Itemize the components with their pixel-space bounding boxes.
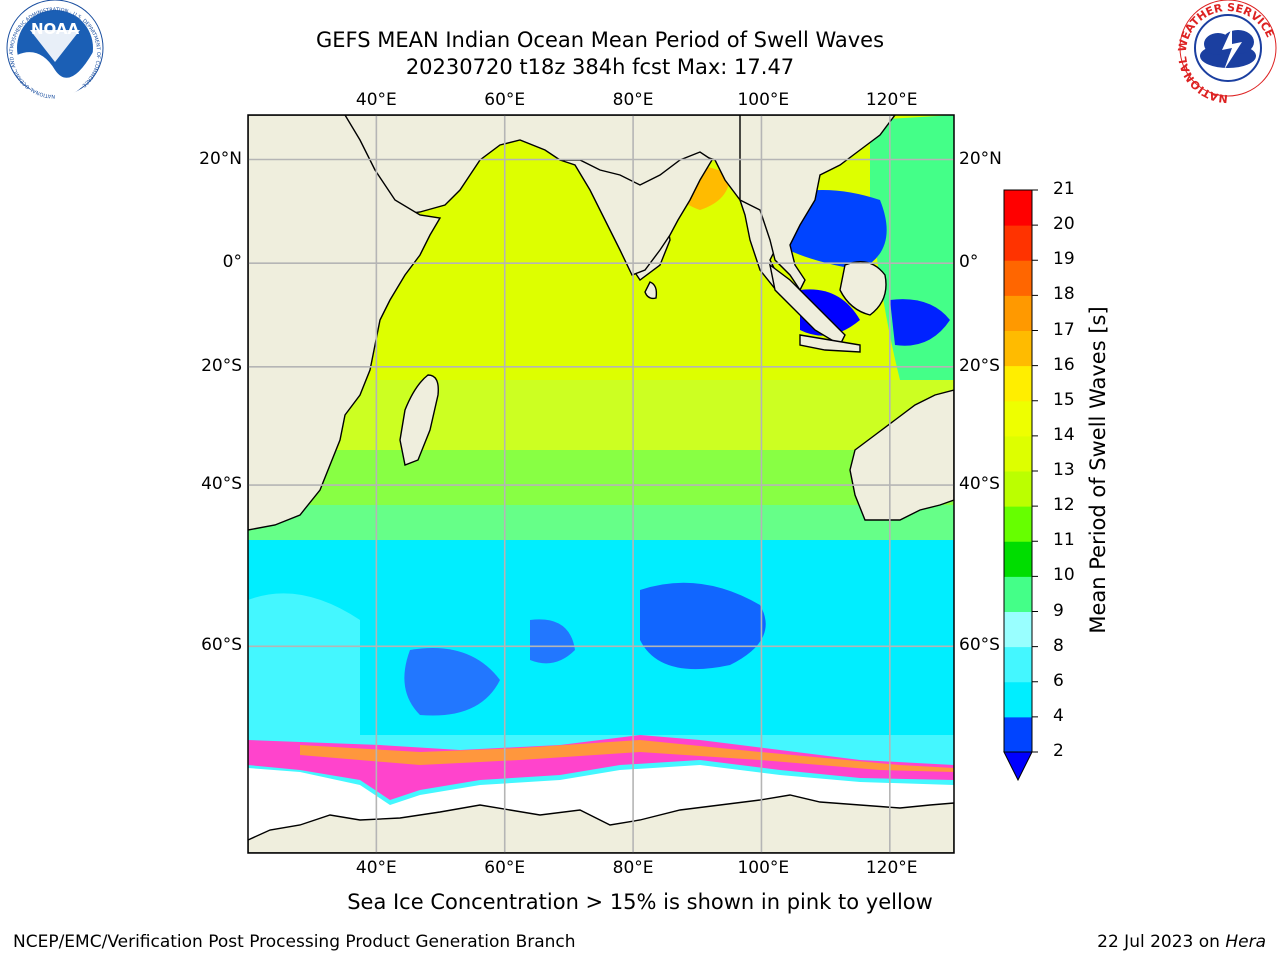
lon-tick-label-bottom: 120°E: [865, 858, 918, 878]
colorbar-tick-label: 17: [1053, 319, 1075, 340]
colorbar-segment: [1004, 506, 1032, 542]
lon-tick-label-top: 60°E: [484, 90, 526, 110]
colorbar-tick-label: 18: [1053, 284, 1075, 305]
lon-tick-label-bottom: 60°E: [484, 858, 526, 878]
colorbar-segment: [1004, 400, 1032, 437]
lat-tick-label-left: 20°S: [201, 355, 242, 376]
lon-tick-label-top: 40°E: [355, 90, 397, 110]
colorbar-segment: [1004, 681, 1032, 718]
field-band-subtropics: [248, 380, 954, 460]
footer-credit: NCEP/EMC/Verification Post Processing Pr…: [13, 932, 576, 952]
colorbar-tick-label: 2: [1053, 741, 1064, 761]
colorbar-segment: [1004, 716, 1032, 753]
colorbar-segment: [1004, 225, 1032, 261]
lat-tick-label-left: 40°S: [201, 474, 242, 495]
colorbar-segment: [1004, 365, 1032, 402]
colorbar-segment: [1004, 611, 1032, 648]
field-patch-sw: [248, 593, 360, 740]
lon-tick-label-bottom: 80°E: [612, 858, 654, 878]
colorbar-tick-label: 12: [1053, 495, 1075, 516]
field-patch-banda: [890, 299, 950, 346]
colorbar-tick-label: 16: [1053, 354, 1075, 375]
lat-tick-label-right: 60°S: [959, 635, 1000, 656]
colorbar-segment: [1004, 190, 1032, 226]
colorbar-tick-label: 19: [1053, 249, 1075, 270]
lat-tick-label-left: 20°N: [199, 148, 242, 169]
noaa-logo: NOAA NATIONAL OCEANIC AND ATMOSPHERIC AD…: [6, 0, 104, 99]
colorbar-segment: [1004, 646, 1032, 683]
map-area: [248, 115, 954, 853]
colorbar-segment: [1004, 541, 1032, 577]
footer-machine: Hera: [1225, 932, 1266, 952]
graticule: [248, 115, 954, 853]
colorbar-tick-label: 10: [1053, 565, 1075, 586]
field-low-period-patch-2: [404, 648, 500, 716]
field-low-period-patch-1: [640, 582, 766, 670]
field-band-midlat: [248, 450, 954, 510]
colorbar-tick-label: 9: [1053, 600, 1064, 621]
lon-tick-label-top: 120°E: [865, 90, 918, 110]
lon-tick-label-top: 100°E: [737, 90, 790, 110]
colorbar-tick-label: 15: [1053, 389, 1075, 410]
field-band-southern: [248, 540, 954, 740]
lat-tick-label-left: 0°: [222, 252, 242, 273]
colorbar-tick-label: 4: [1053, 705, 1064, 726]
land: [248, 115, 954, 853]
colorbar-tick-label: 6: [1053, 670, 1064, 691]
noaa-logo-text: NOAA: [31, 20, 80, 38]
colorbar-tick-label: 8: [1053, 635, 1064, 656]
lat-tick-label-right: 40°S: [959, 474, 1000, 495]
lat-tick-label-right: 0°: [959, 252, 979, 273]
sea-ice-caption: Sea Ice Concentration > 15% is shown in …: [347, 890, 933, 914]
sea-ice-band: [248, 735, 954, 800]
map-frame: [247, 114, 955, 854]
colorbar-tick-label: 14: [1053, 424, 1075, 445]
footer-date: 22 Jul 2023 on Hera: [1097, 932, 1266, 952]
colorbar-segment: [1004, 260, 1032, 296]
colorbar-tick-label: 11: [1053, 530, 1075, 551]
lat-tick-label-left: 60°S: [201, 635, 242, 656]
map-subtitle: 20230720 t18z 384h fcst Max: 17.47: [405, 55, 795, 79]
colorbar-segment: [1004, 330, 1032, 367]
colorbar-extend-arrow: [1003, 751, 1033, 782]
nws-logo: NATIONAL WEATHER SERVICE: [1176, 0, 1277, 105]
lat-tick-label-right: 20°S: [959, 355, 1000, 376]
colorbar-segment: [1004, 471, 1032, 507]
lon-tick-label-bottom: 40°E: [355, 858, 397, 878]
lon-tick-label-top: 80°E: [612, 90, 654, 110]
field-low-period-patch-3: [530, 619, 575, 664]
colorbar-tick-label: 21: [1053, 179, 1075, 199]
colorbar: [1003, 189, 1038, 782]
lat-tick-label-right: 20°N: [959, 148, 1002, 169]
colorbar-tick-label: 13: [1053, 460, 1075, 480]
footer-date-text: 22 Jul 2023 on: [1097, 932, 1226, 952]
colorbar-tick-label: 20: [1053, 214, 1075, 235]
colorbar-label: Mean Period of Swell Waves [s]: [1086, 306, 1110, 634]
colorbar-segment: [1004, 435, 1032, 472]
map-title: GEFS MEAN Indian Ocean Mean Period of Sw…: [315, 28, 885, 52]
lon-tick-label-bottom: 100°E: [737, 858, 790, 878]
colorbar-segment: [1004, 576, 1032, 612]
colorbar-segment: [1004, 295, 1032, 331]
